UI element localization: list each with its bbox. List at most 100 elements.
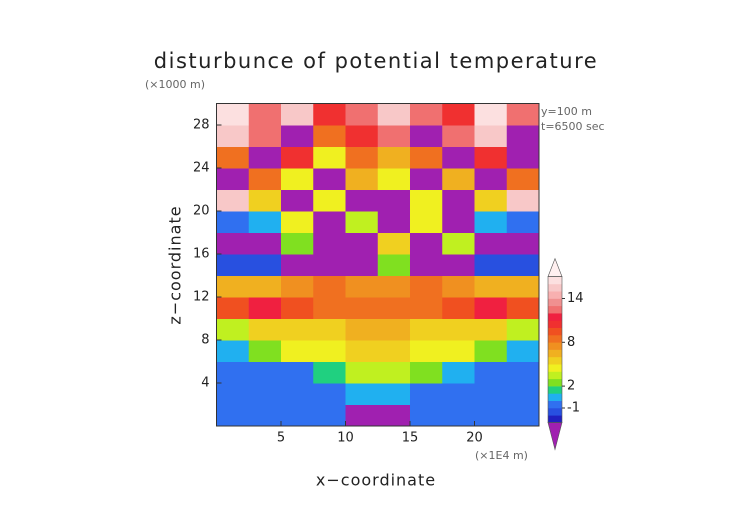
heat-cell <box>248 297 282 319</box>
heat-cell <box>313 340 346 362</box>
heat-cell <box>442 404 475 427</box>
y-tick-label: 4 <box>201 376 209 391</box>
heat-cell <box>345 168 379 190</box>
heat-cell <box>474 146 508 169</box>
heat-cell <box>442 189 475 212</box>
y-unit: (×1000 m) <box>145 78 205 91</box>
heat-cell <box>474 125 508 147</box>
heat-cell <box>506 275 540 298</box>
heat-cell <box>248 168 282 190</box>
heat-cell <box>216 275 250 298</box>
colorbar-tick-label: 2 <box>567 379 575 394</box>
heat-cell <box>216 340 250 362</box>
heat-cell <box>410 383 443 405</box>
colorbar-band <box>548 408 562 416</box>
heat-cell <box>442 125 475 147</box>
colorbar-under <box>547 422 563 451</box>
colorbar-band <box>548 327 562 336</box>
colorbar-band <box>548 313 562 321</box>
heat-cell <box>442 361 475 384</box>
y-axis-label: z−coordinate <box>166 205 185 324</box>
heat-cell <box>410 340 443 362</box>
colorbar-band <box>548 386 562 394</box>
heat-cell <box>248 146 282 169</box>
heat-cell <box>345 297 379 319</box>
heat-cell <box>216 103 250 126</box>
heat-cell <box>281 254 314 276</box>
heat-cell <box>281 361 314 384</box>
colorbar-over <box>547 257 563 277</box>
heat-cell <box>345 404 379 427</box>
heat-cell <box>442 383 475 405</box>
y-tick-label: 24 <box>193 161 210 176</box>
heat-cell <box>377 254 411 276</box>
heat-cell <box>313 383 346 405</box>
heat-cell <box>506 103 540 126</box>
y-tick-label: 12 <box>193 290 210 305</box>
heat-cell <box>410 275 443 298</box>
heat-cell <box>506 125 540 147</box>
heat-cell <box>410 404 443 427</box>
colorbar-band <box>548 342 562 350</box>
heat-cell <box>345 125 379 147</box>
heat-cell <box>345 340 379 362</box>
heat-cell <box>410 232 443 255</box>
x-tick-label: 15 <box>402 431 419 446</box>
x-axis-label: x−coordinate <box>316 471 436 490</box>
colorbar-band <box>548 335 562 343</box>
heat-cell <box>248 383 282 405</box>
heat-cell <box>281 125 314 147</box>
heat-cell <box>410 211 443 233</box>
heat-cell <box>474 318 508 341</box>
heat-cell <box>248 361 282 384</box>
heat-cell <box>474 340 508 362</box>
heat-cell <box>216 211 250 233</box>
heat-cell <box>506 361 540 384</box>
heat-cell <box>410 189 443 212</box>
heat-cell <box>506 232 540 255</box>
heat-cell <box>313 168 346 190</box>
heat-cell <box>345 189 379 212</box>
heat-cell <box>506 340 540 362</box>
colorbar-band <box>548 291 562 299</box>
heat-cell <box>506 404 540 427</box>
heat-cell <box>442 103 475 126</box>
heat-cell <box>377 125 411 147</box>
heat-cell <box>377 297 411 319</box>
heat-cell <box>313 275 346 298</box>
heat-cell <box>216 146 250 169</box>
heat-cell <box>248 103 282 126</box>
heat-cell <box>281 340 314 362</box>
colorbar-band <box>548 400 562 409</box>
heat-cell <box>248 211 282 233</box>
heat-cell <box>442 146 475 169</box>
heat-cell <box>281 318 314 341</box>
heat-cell <box>313 232 346 255</box>
heat-cell <box>345 361 379 384</box>
colorbar-band <box>548 393 562 401</box>
x-tick-label: 10 <box>337 431 354 446</box>
colorbar-tick-label: -1 <box>567 401 580 416</box>
heat-cell <box>410 318 443 341</box>
heat-cell <box>345 254 379 276</box>
heat-cell <box>506 211 540 233</box>
heat-cell <box>410 254 443 276</box>
heat-cell <box>442 340 475 362</box>
colorbar-band <box>548 298 562 307</box>
heat-cell <box>345 211 379 233</box>
heat-cell <box>410 125 443 147</box>
colorbar-band <box>548 415 562 423</box>
heat-cell <box>345 103 379 126</box>
heat-cell <box>345 383 379 405</box>
y-tick-label: 16 <box>193 247 210 262</box>
heat-cell <box>377 146 411 169</box>
heat-cell <box>442 254 475 276</box>
heat-cell <box>248 189 282 212</box>
heat-cell <box>216 383 250 405</box>
heat-cell <box>506 318 540 341</box>
heat-cell <box>474 232 508 255</box>
heat-cell <box>442 168 475 190</box>
heat-cell <box>377 189 411 212</box>
heat-cell <box>442 211 475 233</box>
heat-cell <box>474 254 508 276</box>
